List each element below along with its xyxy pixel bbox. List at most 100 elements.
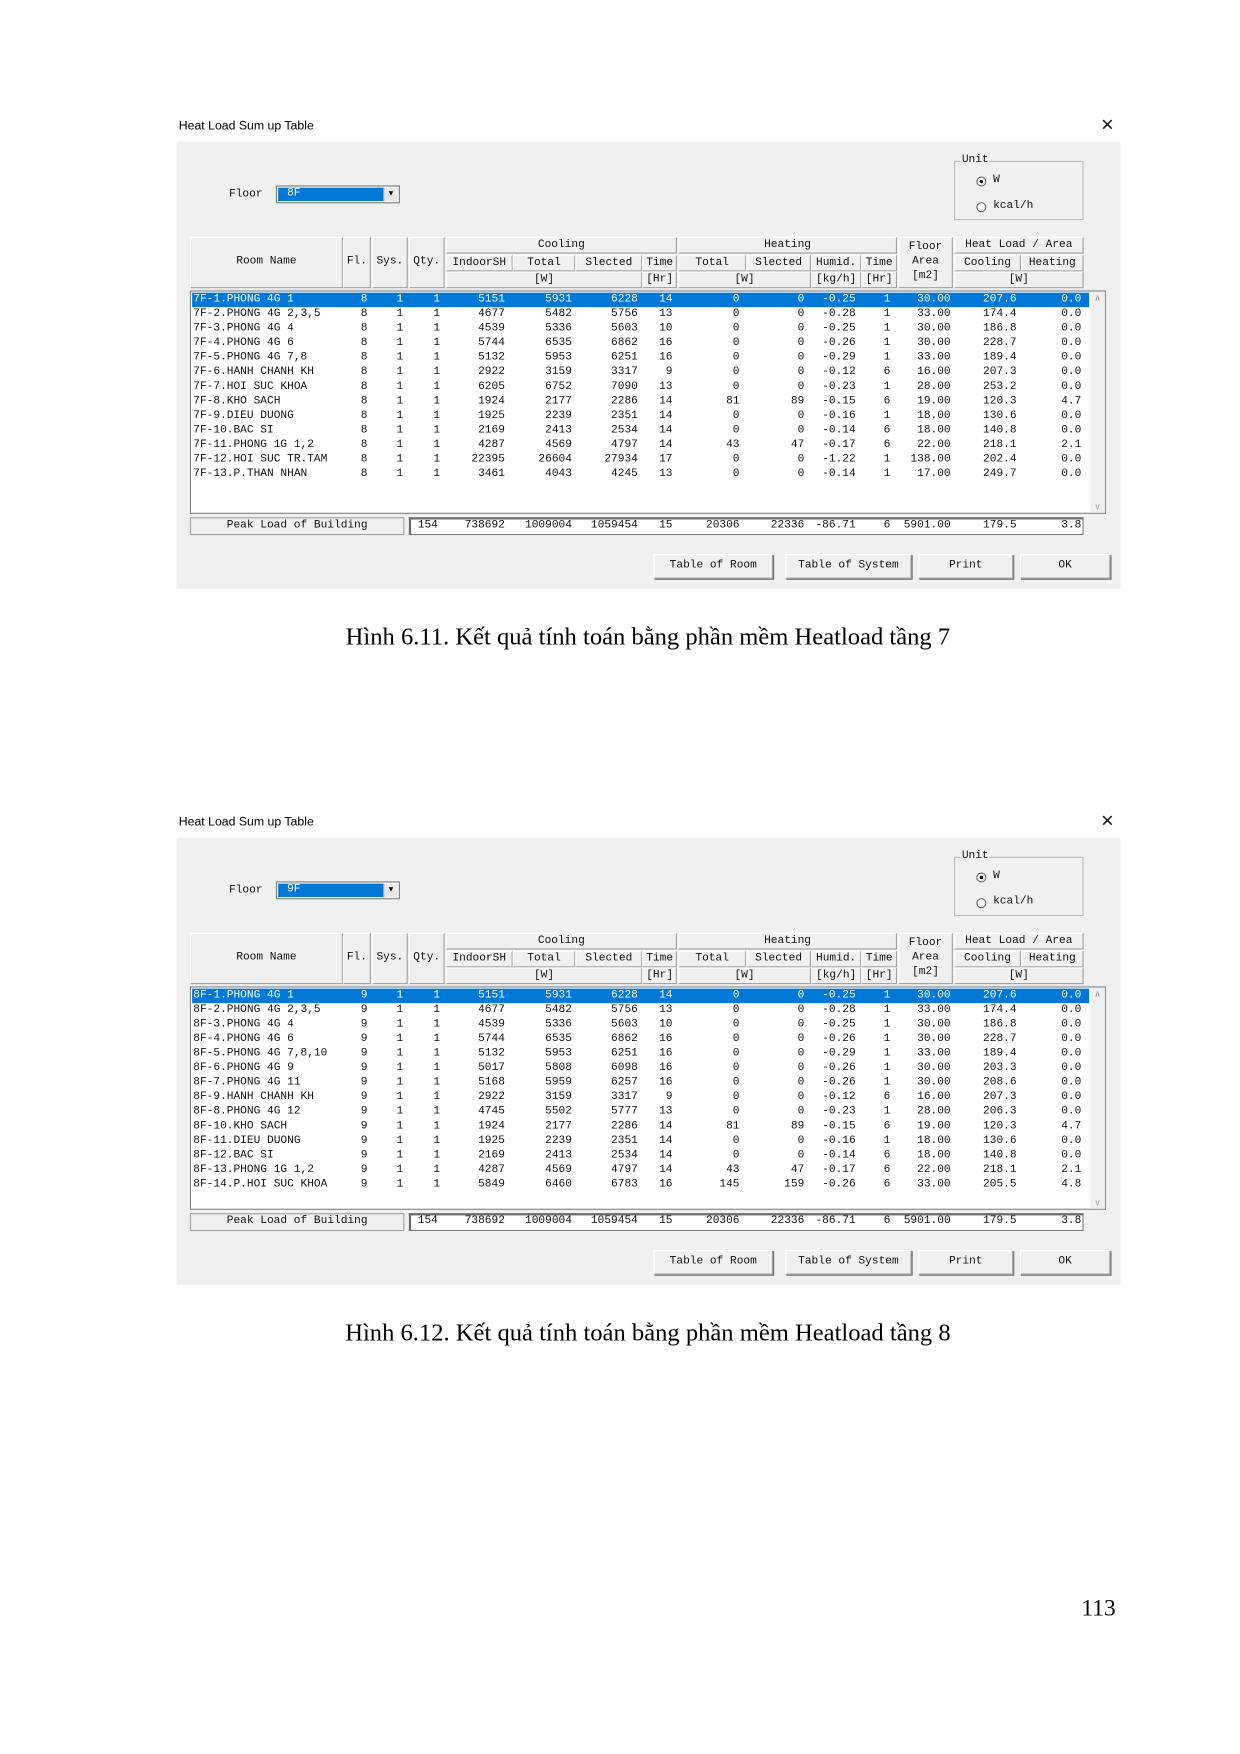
cell-cooling-selected: 5756 <box>611 308 638 321</box>
cell-sys: 1 <box>396 1149 404 1162</box>
floor-select[interactable]: 9F ▼ <box>275 881 400 900</box>
header-fl[interactable]: Fl. <box>342 932 371 985</box>
table-row[interactable]: 8F-13.PHONG 1G 1,2 9 1 1 4287 4569 4797 14 43 47 -… <box>192 1163 1089 1178</box>
cell-load-cooling: 140.8 <box>983 424 1017 437</box>
table-row[interactable]: 8F-1.PHONG 4G 1 9 1 1 5151 5931 6228 14 0 0 -0.25 1… <box>192 988 1090 1004</box>
header-indoorsh[interactable]: IndoorSH <box>445 950 513 968</box>
peak-value: 20306 <box>705 519 740 532</box>
floor-select[interactable]: 8F ▼ <box>275 185 400 204</box>
print-button[interactable]: Print <box>918 1250 1014 1275</box>
cell-cooling-total: 5336 <box>545 1018 572 1032</box>
cell-heating-total: 0 <box>732 1076 740 1090</box>
cell-qty: 1 <box>433 1105 441 1119</box>
table-row[interactable]: 8F-8.PHONG 4G 12 9 1 1 4745 5502 5777 13 0 0 -0.23… <box>192 1105 1089 1120</box>
table-row[interactable]: 7F-10.BAC SI 8 1 1 2169 2413 2534 14 0 0 -0.14 6 18.… <box>192 423 1089 438</box>
table-row[interactable]: 7F-3.PHONG 4G 4 8 1 1 4539 5336 5603 10 0 0 -0.25 1… <box>192 322 1089 337</box>
header-la-cooling: Cooling <box>954 950 1022 968</box>
header-indoorsh[interactable]: IndoorSH <box>445 254 513 272</box>
cell-cooling-total: 26604 <box>538 453 572 466</box>
header-sys[interactable]: Sys. <box>371 932 408 985</box>
cell-qty: 1 <box>433 337 441 350</box>
vertical-scrollbar[interactable]: ∧ ∨ <box>1090 291 1105 513</box>
header-qty[interactable]: Qty. <box>408 236 445 289</box>
table-row[interactable]: 7F-12.HOI SUC TR.TAM 8 1 1 22395 26604 27934 17… <box>192 452 1089 467</box>
room-list[interactable] <box>189 986 1106 1210</box>
peak-value: -86.71 <box>815 519 856 532</box>
cell-load-cooling: 228.7 <box>983 337 1017 350</box>
chevron-down-icon[interactable]: ∨ <box>1094 1197 1101 1208</box>
unit-radio-kcal[interactable] <box>976 898 987 909</box>
peak-value: 154 <box>417 519 438 532</box>
header-h-total[interactable]: Total <box>678 254 747 272</box>
cell-qty: 1 <box>433 395 441 408</box>
room-list[interactable] <box>189 290 1106 514</box>
close-icon[interactable]: ✕ <box>1100 811 1115 832</box>
table-row[interactable]: 7F-9.DIEU DUONG 8 1 1 1925 2239 2351 14 0 0 -0.16 1… <box>192 409 1089 424</box>
unit-radio-w[interactable] <box>976 176 987 187</box>
vertical-scrollbar[interactable]: ∧ ∨ <box>1090 987 1105 1209</box>
print-button[interactable]: Print <box>918 554 1014 579</box>
header-sys[interactable]: Sys. <box>371 236 408 289</box>
header-qty[interactable]: Qty. <box>408 932 445 985</box>
table-row[interactable]: 8F-9.HANH CHANH KH 9 1 1 2922 3159 3317 9 0 0 -0.1… <box>192 1090 1089 1105</box>
table-of-system-button[interactable]: Table of System <box>785 554 912 579</box>
cell-floor-area: 30.00 <box>917 322 951 336</box>
table-row[interactable]: 8F-2.PHONG 4G 2,3,5 9 1 1 4677 5482 5756 13 0 0 -0… <box>192 1003 1089 1018</box>
cell-room-name: 8F-14.P.HOI SUC KHOA <box>193 1178 328 1191</box>
table-row[interactable]: 7F-2.PHONG 4G 2,3,5 8 1 1 4677 5482 5756 13 0 0 -0… <box>192 307 1089 322</box>
table-row[interactable]: 8F-5.PHONG 4G 7,8,10 9 1 1 5132 5953 6251 16 0 0 -… <box>192 1047 1089 1062</box>
header-room-name[interactable]: Room Name <box>189 236 343 289</box>
cell-sys: 1 <box>396 1105 404 1119</box>
cell-load-cooling: 174.4 <box>983 308 1017 321</box>
table-row[interactable]: 7F-8.KHO SACH 8 1 1 1924 2177 2286 14 81 89 -0.15 6… <box>192 394 1089 409</box>
table-row[interactable]: 8F-7.PHONG 4G 11 9 1 1 5168 5959 6257 16 0 0 -0.26… <box>192 1076 1089 1091</box>
chevron-down-icon[interactable]: ▼ <box>383 187 398 202</box>
header-h-total[interactable]: Total <box>678 950 747 968</box>
header-floor-area[interactable]: Floor Area [m2] <box>898 932 953 985</box>
table-row[interactable]: 8F-10.KHO SACH 9 1 1 1924 2177 2286 14 81 89 -0.15… <box>192 1119 1089 1134</box>
unit-radio-kcal[interactable] <box>976 202 987 213</box>
table-row[interactable]: 8F-4.PHONG 4G 6 9 1 1 5744 6535 6862 16 0 0 -0.26 1… <box>192 1032 1089 1047</box>
table-row[interactable]: 7F-1.PHONG 4G 1 8 1 1 5151 5931 6228 14 0 0 -0.25 1… <box>192 292 1090 308</box>
chevron-down-icon[interactable]: ∨ <box>1094 501 1101 512</box>
peak-value: 6 <box>883 1215 891 1228</box>
cell-cooling-time: 9 <box>665 366 673 379</box>
table-row[interactable]: 7F-7.HOI SUC KHOA 8 1 1 6205 6752 7090 13 0 0 -0.2… <box>192 380 1089 395</box>
cell-heating-selected: 0 <box>797 322 805 336</box>
cell-room-name: 7F-5.PHONG 4G 7,8 <box>193 351 308 365</box>
cell-load-cooling: 120.3 <box>983 1120 1017 1133</box>
chevron-down-icon[interactable]: ▼ <box>383 883 398 898</box>
table-row[interactable]: 7F-13.P.THAN NHAN 8 1 1 3461 4043 4245 13 0 0 -0.1… <box>192 467 1089 482</box>
table-row[interactable]: 7F-11.PHONG 1G 1,2 8 1 1 4287 4569 4797 14 43 47 -… <box>192 438 1089 453</box>
table-of-room-button[interactable]: Table of Room <box>653 554 774 579</box>
table-row[interactable]: 8F-3.PHONG 4G 4 9 1 1 4539 5336 5603 10 0 0 -0.25 1… <box>192 1018 1089 1033</box>
table-of-room-button[interactable]: Table of Room <box>653 1250 774 1275</box>
chevron-up-icon[interactable]: ∧ <box>1094 988 1101 999</box>
cell-sys: 1 <box>396 1091 404 1104</box>
cell-room-name: 8F-10.KHO SACH <box>193 1120 288 1133</box>
header-c-total[interactable]: Total <box>512 950 576 968</box>
table-row[interactable]: 8F-11.DIEU DUONG 9 1 1 1925 2239 2351 14 0 0 -0.16… <box>192 1134 1089 1149</box>
table-row[interactable]: 7F-5.PHONG 4G 7,8 8 1 1 5132 5953 6251 16 0 0 -0.2… <box>192 351 1089 366</box>
table-row[interactable]: 7F-4.PHONG 4G 6 8 1 1 5744 6535 6862 16 0 0 -0.26 1… <box>192 336 1089 351</box>
cell-heating-selected: 89 <box>790 395 805 408</box>
unit-radio-w[interactable] <box>976 872 987 883</box>
table-row[interactable]: 8F-12.BAC SI 9 1 1 2169 2413 2534 14 0 0 -0.14 6 18.… <box>192 1148 1089 1163</box>
table-row[interactable]: 7F-6.HANH CHANH KH 8 1 1 2922 3159 3317 9 0 0 -0.1… <box>192 365 1089 380</box>
cell-heating-total: 0 <box>732 468 740 481</box>
chevron-up-icon[interactable]: ∧ <box>1094 292 1101 303</box>
table-of-system-button[interactable]: Table of System <box>785 1250 912 1275</box>
header-room-name[interactable]: Room Name <box>189 932 343 985</box>
ok-button[interactable]: OK <box>1019 554 1111 579</box>
table-row[interactable]: 8F-14.P.HOI SUC KHOA 9 1 1 5849 6460 6783 16 145… <box>192 1177 1089 1192</box>
cell-cooling-selected: 4245 <box>611 468 638 481</box>
cell-load-cooling: 228.7 <box>983 1033 1017 1046</box>
header-floor-area[interactable]: Floor Area [m2] <box>898 236 953 289</box>
cell-sys: 1 <box>396 380 404 394</box>
header-fl[interactable]: Fl. <box>342 236 371 289</box>
close-icon[interactable]: ✕ <box>1100 115 1115 136</box>
table-row[interactable]: 8F-6.PHONG 4G 9 9 1 1 5017 5808 6098 16 0 0 -0.26 1… <box>192 1061 1089 1076</box>
ok-button[interactable]: OK <box>1019 1250 1111 1275</box>
cell-sys: 1 <box>396 439 404 452</box>
header-c-total[interactable]: Total <box>512 254 576 272</box>
